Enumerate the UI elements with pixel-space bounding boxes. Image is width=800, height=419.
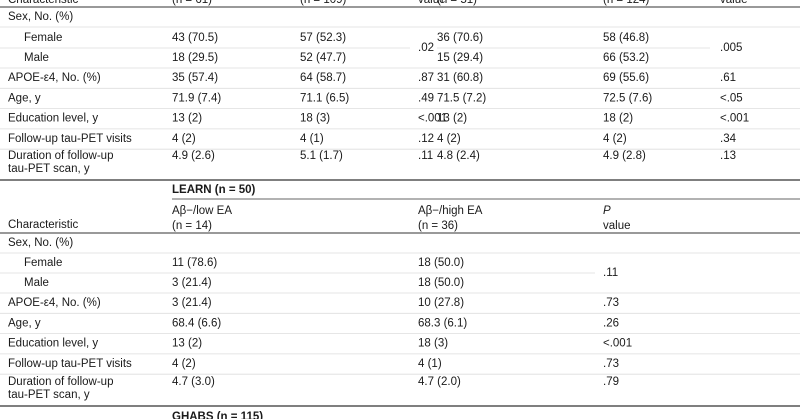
cell: 35 (57.4) bbox=[172, 72, 218, 84]
row-label: Education level, y bbox=[8, 113, 98, 125]
header-cell: value bbox=[418, 0, 446, 6]
cell: 18 (29.5) bbox=[172, 52, 218, 64]
row-label: Education level, y bbox=[8, 338, 98, 350]
row-label: Follow-up tau-PET visits bbox=[8, 133, 132, 145]
row-label: Age, y bbox=[8, 92, 41, 104]
cell: .26 bbox=[603, 317, 619, 329]
section-title: GHABS (n = 115) bbox=[172, 411, 263, 419]
cell: 4.9 (2.6) bbox=[172, 150, 215, 162]
cell: 4 (2) bbox=[603, 133, 627, 145]
cell: .61 bbox=[720, 72, 736, 84]
cell: .13 bbox=[720, 150, 736, 162]
cell: 57 (52.3) bbox=[300, 32, 346, 44]
cell: 69 (55.6) bbox=[603, 72, 649, 84]
cell: 15 (29.4) bbox=[437, 52, 483, 64]
cell: 58 (46.8) bbox=[603, 32, 649, 44]
row-label: tau-PET scan, y bbox=[8, 163, 90, 175]
header-cell: Aβ−/high EA bbox=[418, 205, 483, 217]
row-label: APOE-ε4, No. (%) bbox=[8, 72, 101, 84]
cell: 13 (2) bbox=[172, 338, 202, 350]
cell: 3 (21.4) bbox=[172, 277, 212, 289]
cell: 36 (70.6) bbox=[437, 32, 483, 44]
header-cell: value bbox=[603, 220, 631, 232]
cell: 64 (58.7) bbox=[300, 72, 346, 84]
cell: .34 bbox=[720, 133, 737, 145]
cell: 66 (53.2) bbox=[603, 52, 649, 64]
cell: 4.9 (2.8) bbox=[603, 150, 646, 162]
cell: .11 bbox=[418, 150, 433, 162]
cell: 52 (47.7) bbox=[300, 52, 346, 64]
cell: 3 (21.4) bbox=[172, 297, 212, 309]
section-title: LEARN (n = 50) bbox=[172, 184, 256, 196]
header-cell: Aβ−/low EA bbox=[172, 205, 232, 217]
cell: 18 (2) bbox=[603, 113, 633, 125]
row-label: tau-PET scan, y bbox=[8, 389, 90, 401]
cell: 11 (78.6) bbox=[172, 257, 217, 269]
cell: 10 (27.8) bbox=[418, 297, 464, 309]
p-value: .11 bbox=[603, 267, 618, 279]
row-label: Female bbox=[24, 257, 62, 269]
cell: 4 (1) bbox=[300, 133, 324, 145]
cell: 31 (60.8) bbox=[437, 72, 483, 84]
cell: 13 (2) bbox=[437, 113, 467, 125]
cell: 5.1 (1.7) bbox=[300, 150, 343, 162]
row-label: Male bbox=[24, 277, 49, 289]
cell: 18 (50.0) bbox=[418, 257, 464, 269]
header-cell: value bbox=[720, 0, 748, 6]
header-cell: Characteristic bbox=[8, 219, 79, 231]
cell: 68.3 (6.1) bbox=[418, 317, 467, 329]
header-cell: P bbox=[603, 205, 611, 217]
header-cell: (n = 124) bbox=[603, 0, 650, 6]
cell: 71.5 (7.2) bbox=[437, 92, 486, 104]
header-cell: (n = 51) bbox=[437, 0, 477, 6]
row-label: Female bbox=[24, 32, 62, 44]
cell: .79 bbox=[603, 376, 619, 388]
cell: .73 bbox=[603, 297, 619, 309]
cell: 4.8 (2.4) bbox=[437, 150, 480, 162]
row-label: Sex, No. (%) bbox=[8, 11, 73, 23]
row-label: APOE-ε4, No. (%) bbox=[8, 297, 101, 309]
cell: 4 (1) bbox=[418, 358, 442, 370]
cell: <.001 bbox=[603, 338, 632, 350]
cell: .73 bbox=[603, 358, 619, 370]
cell: .49 bbox=[418, 92, 434, 104]
cell: 18 (50.0) bbox=[418, 277, 464, 289]
cell: <.001 bbox=[418, 113, 447, 125]
row-label: Follow-up tau-PET visits bbox=[8, 358, 132, 370]
cell: <.05 bbox=[720, 92, 743, 104]
cell: .87 bbox=[418, 72, 434, 84]
header-cell: (n = 14) bbox=[172, 220, 212, 232]
cell: 71.1 (6.5) bbox=[300, 92, 349, 104]
cell: 68.4 (6.6) bbox=[172, 317, 221, 329]
header-cell: (n = 36) bbox=[418, 220, 458, 232]
cell: 72.5 (7.6) bbox=[603, 92, 652, 104]
cell: 4.7 (3.0) bbox=[172, 376, 215, 388]
cell: 4.7 (2.0) bbox=[418, 376, 461, 388]
cell: 13 (2) bbox=[172, 113, 202, 125]
header-cell: (n = 109) bbox=[300, 0, 347, 6]
cell: <.001 bbox=[720, 113, 749, 125]
row-label: Sex, No. (%) bbox=[8, 237, 73, 249]
cell: 4 (2) bbox=[437, 133, 461, 145]
header-cell: (n = 61) bbox=[172, 0, 212, 6]
cell: 18 (3) bbox=[300, 113, 330, 125]
p-value: .02 bbox=[418, 42, 434, 54]
row-label: Duration of follow-up bbox=[8, 150, 113, 162]
header-cell: Characteristic bbox=[8, 0, 79, 6]
cell: .12 bbox=[418, 133, 434, 145]
cell: 43 (70.5) bbox=[172, 32, 218, 44]
row-label: Male bbox=[24, 52, 49, 64]
cell: 4 (2) bbox=[172, 133, 196, 145]
row-label: Duration of follow-up bbox=[8, 376, 113, 388]
cell: 18 (3) bbox=[418, 338, 448, 350]
p-value: .005 bbox=[720, 42, 742, 54]
row-label: Age, y bbox=[8, 317, 41, 329]
cell: 4 (2) bbox=[172, 358, 196, 370]
cell: 71.9 (7.4) bbox=[172, 92, 221, 104]
